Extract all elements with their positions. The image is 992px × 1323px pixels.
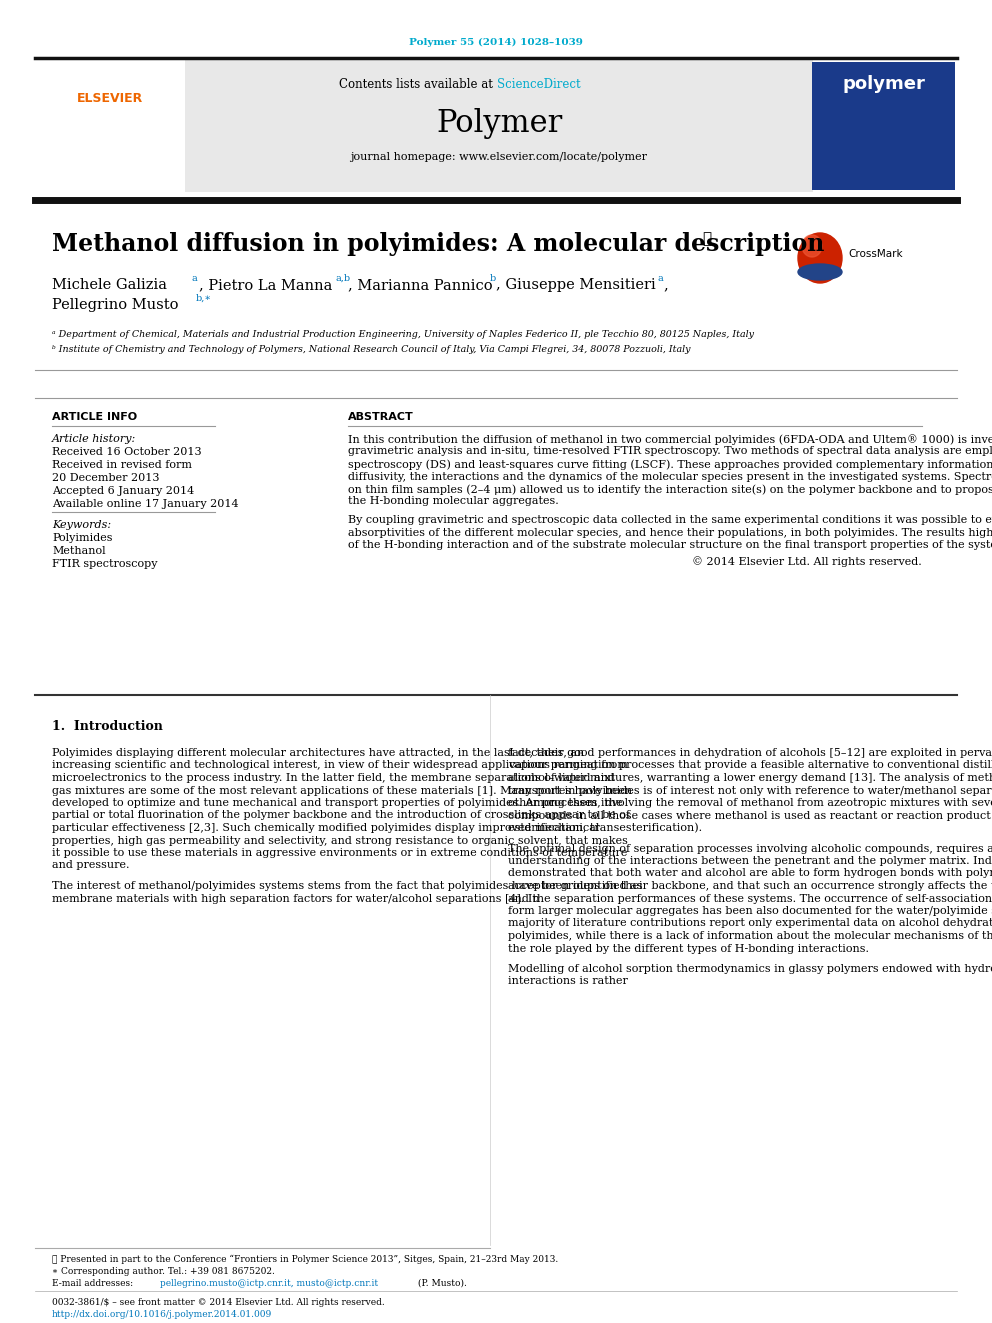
Text: , Pietro La Manna: , Pietro La Manna [199,278,332,292]
Text: The interest of methanol/polyimides systems stems from the fact that polyimides : The interest of methanol/polyimides syst… [52,881,643,890]
Text: ∗ Corresponding author. Tel.: +39 081 8675202.: ∗ Corresponding author. Tel.: +39 081 86… [52,1267,275,1275]
Text: of the H-bonding interaction and of the substrate molecular structure on the fin: of the H-bonding interaction and of the … [348,540,992,550]
Text: ⋆: ⋆ [702,232,711,246]
Text: on thin film samples (2–4 μm) allowed us to identify the interaction site(s) on : on thin film samples (2–4 μm) allowed us… [348,484,992,495]
Text: ᵇ Institute of Chemistry and Technology of Polymers, National Research Council o: ᵇ Institute of Chemistry and Technology … [52,345,690,355]
FancyBboxPatch shape [185,60,813,192]
FancyBboxPatch shape [812,62,955,191]
Text: microelectronics to the process industry. In the latter field, the membrane sepa: microelectronics to the process industry… [52,773,615,783]
Text: Methanol diffusion in polyimides: A molecular description: Methanol diffusion in polyimides: A mole… [52,232,824,255]
Text: and pressure.: and pressure. [52,860,130,871]
Text: In this contribution the diffusion of methanol in two commercial polyimides (6FD: In this contribution the diffusion of me… [348,434,992,445]
Text: 0032-3861/$ – see front matter © 2014 Elsevier Ltd. All rights reserved.: 0032-3861/$ – see front matter © 2014 El… [52,1298,385,1307]
Text: © 2014 Elsevier Ltd. All rights reserved.: © 2014 Elsevier Ltd. All rights reserved… [692,557,922,568]
Text: other processes involving the removal of methanol from azeotropic mixtures with : other processes involving the removal of… [508,798,992,808]
Text: 20 December 2013: 20 December 2013 [52,474,160,483]
Text: Polyimides displaying different molecular architectures have attracted, in the l: Polyimides displaying different molecula… [52,747,584,758]
Text: gas mixtures are some of the most relevant applications of these materials [1]. : gas mixtures are some of the most releva… [52,786,632,795]
Text: developed to optimize and tune mechanical and transport properties of polyimides: developed to optimize and tune mechanica… [52,798,623,808]
Text: Polymer 55 (2014) 1028–1039: Polymer 55 (2014) 1028–1039 [409,38,583,48]
Text: diffusivity, the interactions and the dynamics of the molecular species present : diffusivity, the interactions and the dy… [348,471,992,482]
Text: and the separation performances of these systems. The occurrence of self-associa: and the separation performances of these… [508,893,992,904]
Text: 1.  Introduction: 1. Introduction [52,720,163,733]
Text: compounds in all those cases where methanol is used as reactant or reaction prod: compounds in all those cases where metha… [508,811,992,822]
Text: interactions is rather: interactions is rather [508,976,628,987]
Text: CrossMark: CrossMark [848,249,903,259]
Ellipse shape [798,265,842,280]
Text: properties, high gas permeability and selectivity, and strong resistance to orga: properties, high gas permeability and se… [52,836,628,845]
Text: a,b: a,b [336,274,351,283]
Text: particular effectiveness [2,3]. Such chemically modified polyimides display impr: particular effectiveness [2,3]. Such che… [52,823,599,833]
Text: the role played by the different types of H-bonding interactions.: the role played by the different types o… [508,943,869,954]
Text: ⋆ Presented in part to the Conference “Frontiers in Polymer Science 2013”, Sitge: ⋆ Presented in part to the Conference “F… [52,1256,558,1265]
Text: spectroscopy (DS) and least-squares curve fitting (LSCF). These approaches provi: spectroscopy (DS) and least-squares curv… [348,459,992,470]
Text: fact, their good performances in dehydration of alcohols [5–12] are exploited in: fact, their good performances in dehydra… [508,747,992,758]
Text: Modelling of alcohol sorption thermodynamics in glassy polymers endowed with hyd: Modelling of alcohol sorption thermodyna… [508,964,992,974]
Text: majority of literature contributions report only experimental data on alcohol de: majority of literature contributions rep… [508,918,992,929]
Ellipse shape [798,233,842,283]
Text: http://dx.doi.org/10.1016/j.polymer.2014.01.009: http://dx.doi.org/10.1016/j.polymer.2014… [52,1310,272,1319]
Text: Polyimides: Polyimides [52,533,112,542]
Text: (P. Musto).: (P. Musto). [415,1279,467,1289]
Text: ELSEVIER: ELSEVIER [76,93,143,105]
Text: pellegrino.musto@ictp.cnr.it, musto@ictp.cnr.it: pellegrino.musto@ictp.cnr.it, musto@ictp… [160,1279,378,1289]
Text: gravimetric analysis and in-situ, time-resolved FTIR spectroscopy. Two methods o: gravimetric analysis and in-situ, time-r… [348,446,992,456]
Text: By coupling gravimetric and spectroscopic data collected in the same experimenta: By coupling gravimetric and spectroscopi… [348,515,992,525]
Text: Article history:: Article history: [52,434,136,445]
Text: ABSTRACT: ABSTRACT [348,411,414,422]
Text: form larger molecular aggregates has been also documented for the water/polyimid: form larger molecular aggregates has bee… [508,906,992,916]
Text: b,∗: b,∗ [196,294,212,303]
Text: Methanol: Methanol [52,546,105,556]
Text: understanding of the interactions between the penetrant and the polymer matrix. : understanding of the interactions betwee… [508,856,992,867]
Text: membrane materials with high separation factors for water/alcohol separations [4: membrane materials with high separation … [52,893,540,904]
Text: ScienceDirect: ScienceDirect [497,78,580,91]
Text: FTIR spectroscopy: FTIR spectroscopy [52,560,158,569]
Text: polyimides, while there is a lack of information about the molecular mechanisms : polyimides, while there is a lack of inf… [508,931,992,941]
Text: alcohol–water mixtures, warranting a lower energy demand [13]. The analysis of m: alcohol–water mixtures, warranting a low… [508,773,992,783]
Text: b: b [490,274,496,283]
Text: Received in revised form: Received in revised form [52,460,192,470]
Text: , Marianna Pannico: , Marianna Pannico [348,278,493,292]
Text: ARTICLE INFO: ARTICLE INFO [52,411,137,422]
Text: ,: , [663,278,668,292]
Text: acceptor groups on their backbone, and that such an occurrence strongly affects : acceptor groups on their backbone, and t… [508,881,992,890]
Text: esterification, transesterification).: esterification, transesterification). [508,823,702,833]
Text: Keywords:: Keywords: [52,520,111,531]
Text: a: a [192,274,197,283]
Text: a: a [658,274,664,283]
Text: Polymer: Polymer [435,108,562,139]
Text: the H-bonding molecular aggregates.: the H-bonding molecular aggregates. [348,496,558,507]
Text: partial or total fluorination of the polymer backbone and the introduction of cr: partial or total fluorination of the pol… [52,811,630,820]
Text: ᵃ Department of Chemical, Materials and Industrial Production Engineering, Unive: ᵃ Department of Chemical, Materials and … [52,329,754,339]
Text: increasing scientific and technological interest, in view of their widespread ap: increasing scientific and technological … [52,761,628,770]
Text: journal homepage: www.elsevier.com/locate/polymer: journal homepage: www.elsevier.com/locat… [350,152,648,161]
Text: Received 16 October 2013: Received 16 October 2013 [52,447,201,456]
Text: Accepted 6 January 2014: Accepted 6 January 2014 [52,486,194,496]
Text: Available online 17 January 2014: Available online 17 January 2014 [52,499,239,509]
Text: Michele Galizia: Michele Galizia [52,278,167,292]
Text: it possible to use these materials in aggressive environments or in extreme cond: it possible to use these materials in ag… [52,848,627,859]
Text: The optimal design of separation processes involving alcoholic compounds, requir: The optimal design of separation process… [508,844,992,853]
Text: absorptivities of the different molecular species, and hence their populations, : absorptivities of the different molecula… [348,528,992,537]
Ellipse shape [802,235,822,257]
Text: polymer: polymer [842,75,926,93]
Text: transport in polyimides is of interest not only with reference to water/methanol: transport in polyimides is of interest n… [508,786,992,795]
Text: E-mail addresses:: E-mail addresses: [52,1279,136,1289]
Text: Contents lists available at: Contents lists available at [339,78,497,91]
Text: Pellegrino Musto: Pellegrino Musto [52,298,179,312]
Text: , Giuseppe Mensitieri: , Giuseppe Mensitieri [496,278,656,292]
Text: vapour permeation processes that provide a feasible alternative to conventional : vapour permeation processes that provide… [508,761,992,770]
Text: demonstrated that both water and alcohol are able to form hydrogen bonds with po: demonstrated that both water and alcohol… [508,868,992,878]
